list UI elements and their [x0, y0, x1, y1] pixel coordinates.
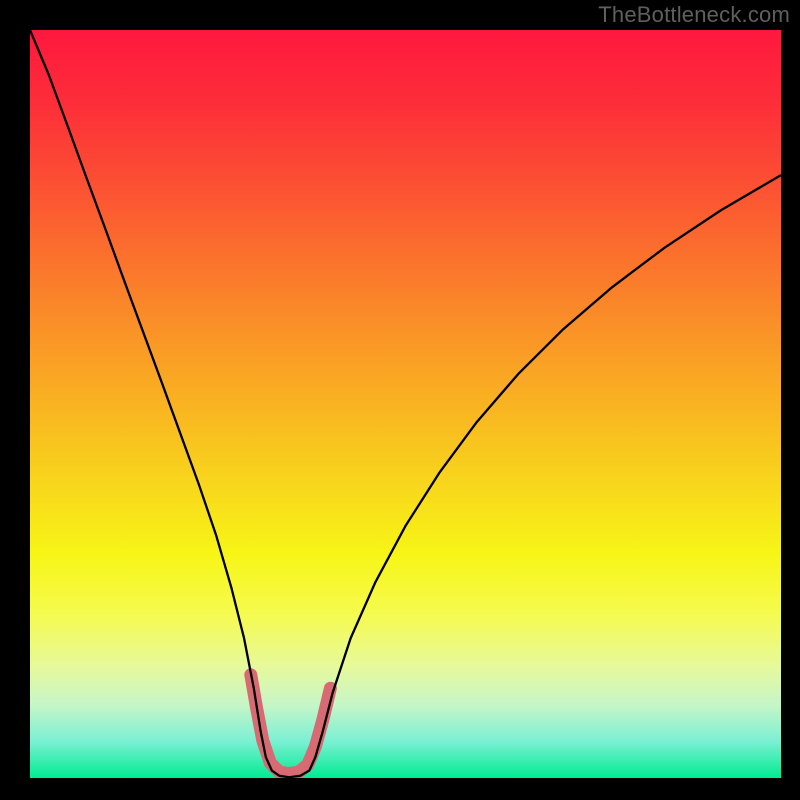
- bottleneck-curve: [30, 30, 781, 777]
- plot-area: [30, 30, 781, 778]
- chart-stage: TheBottleneck.com: [0, 0, 800, 800]
- optimal-band: [251, 675, 331, 774]
- watermark-text: TheBottleneck.com: [598, 2, 790, 28]
- curve-layer: [30, 30, 781, 778]
